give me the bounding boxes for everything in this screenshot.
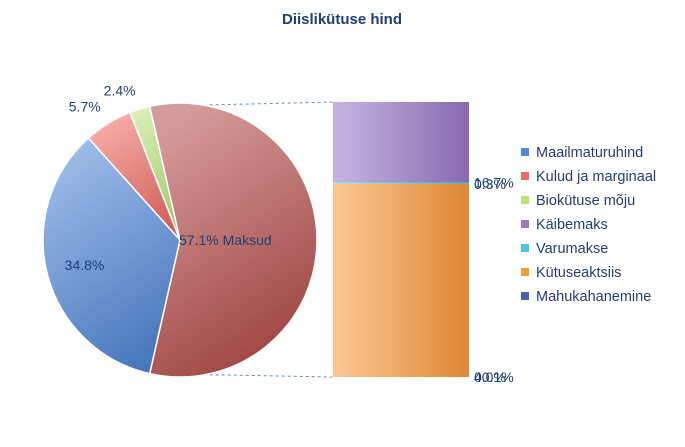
bar-label-mahukahanemine: 0.0% [474,369,506,385]
legend-swatch-biokutuse-moju [521,196,529,204]
bar-labels: 0.0%40.1% 0.3%16.7% [474,174,514,385]
pie-group [42,102,318,378]
legend-swatch-kutuseaktsiis [521,268,529,276]
pie-label-kulud-ja-marginaal: 5.7% [69,98,101,114]
chart-title: Diislikütuse hind [282,11,402,28]
pie-label-maailmaturuhind: 34.8% [65,257,105,273]
pie-slice-biokutuse-moju [128,105,181,241]
legend-label-kaibemaks: Käibemaks [536,217,608,233]
bar-segment-varumakse [333,182,469,184]
pie-slice-maksud [148,102,318,378]
pie-label-maksud: 57.1% Maksud [179,232,272,248]
legend-label-kutuseaktsiis: Kütuseaktsiis [536,265,621,281]
legend-label-kulud-ja-marginaal: Kulud ja marginaal [536,169,656,185]
bar-segment-kaibemaks [333,102,469,183]
bar-label-varumakse: 0.3% [474,176,506,192]
bar-label-kaibemaks: 16.7% [474,174,514,190]
legend-label-mahukahanemine: Mahukahanemine [536,289,651,305]
pie-labels: 57.1% Maksud 34.8% 5.7%2.4% [65,83,272,273]
stacked-bar [333,102,469,377]
legend-swatch-kulud-ja-marginaal [521,172,529,180]
legend-swatch-kaibemaks [521,220,529,228]
pie-label-biokutuse-moju: 2.4% [104,83,136,99]
bar-label-kutuseaktsiis: 40.1% [474,369,514,385]
legend: Maailmaturuhind Kulud ja marginaal Biokütu… [521,145,656,305]
legend-label-maailmaturuhind: Maailmaturuhind [536,145,643,161]
legend-swatch-varumakse [521,244,529,252]
legend-swatch-maailmaturuhind [521,148,529,156]
pie-slice-maailmaturuhind [42,137,181,375]
legend-label-varumakse: Varumakse [536,241,608,257]
bar-segment-kutuseaktsiis [333,183,469,377]
legend-swatch-mahukahanemine [521,292,529,300]
legend-label-biokutuse-moju: Biokütuse mõju [536,193,635,209]
